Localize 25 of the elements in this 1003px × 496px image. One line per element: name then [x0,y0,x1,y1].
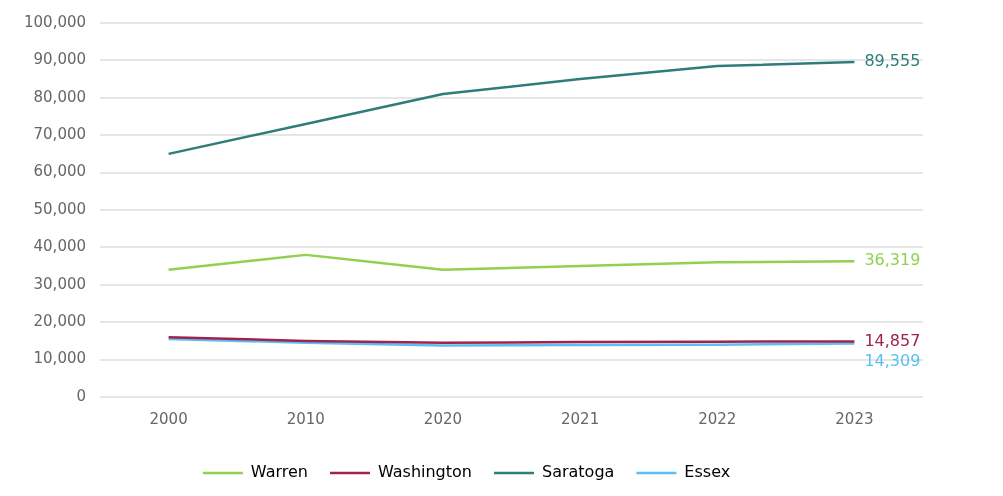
x-tick-label: 2023 [835,409,874,428]
x-tick-label: 2010 [286,409,325,428]
x-tick-label: 2022 [698,409,737,428]
y-tick-label: 80,000 [33,87,87,106]
y-tick-label: 30,000 [33,274,87,293]
legend-label: Saratoga [541,462,615,482]
x-tick-label: 2021 [561,409,600,428]
data-label: 14,309 [864,350,921,370]
y-tick-label: 20,000 [33,312,87,331]
legend-label: Essex [684,462,731,482]
y-tick-label: 60,000 [33,162,87,181]
y-tick-label: 0 [76,386,87,405]
y-tick-label: 10,000 [33,349,87,368]
y-tick-label: 70,000 [33,125,87,144]
legend-label: Warren [250,462,308,482]
legend-label: Washington [377,462,472,482]
data-label: 14,857 [864,330,921,350]
data-label: 36,319 [864,250,921,270]
x-tick-label: 2000 [149,409,188,428]
data-label: 89,555 [864,51,921,71]
y-tick-label: 90,000 [33,50,87,69]
y-tick-label: 50,000 [33,199,87,218]
y-tick-label: 100,000 [24,12,87,31]
x-tick-label: 2020 [423,409,463,428]
y-tick-label: 40,000 [33,237,87,256]
